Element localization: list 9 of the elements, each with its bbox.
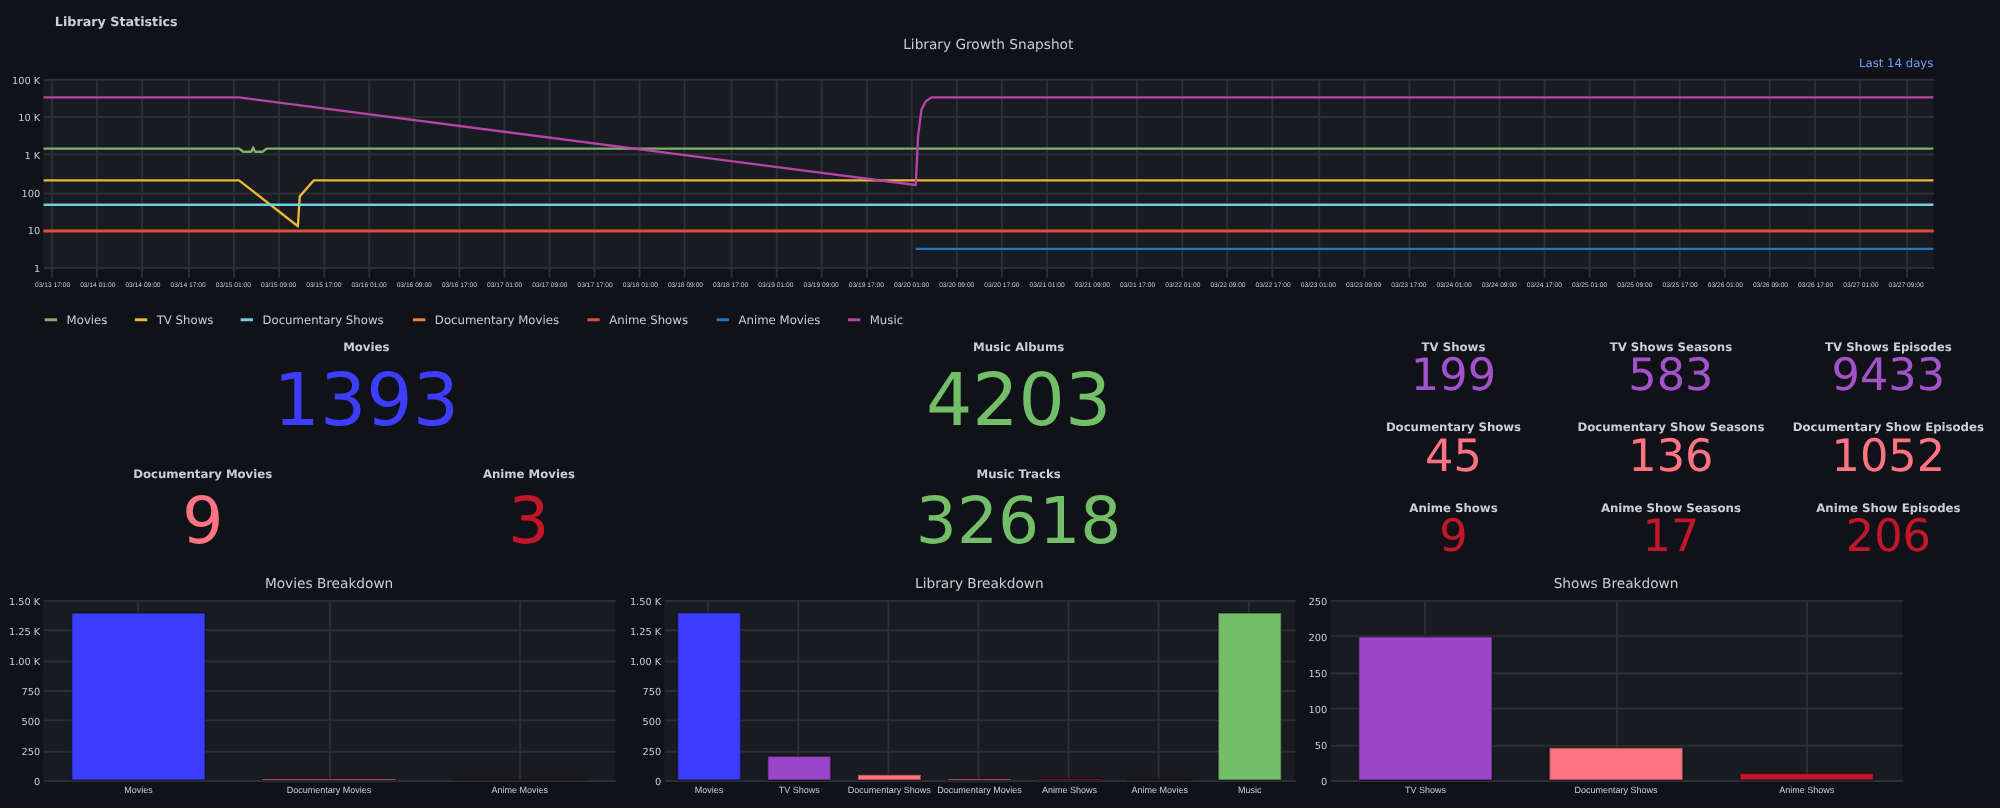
data-label: 1393 [273, 357, 460, 444]
data-label: 4203 [925, 357, 1112, 444]
data-label: 9 [182, 482, 224, 559]
data-label: 199 [1410, 350, 1497, 403]
data-label: 583 [1628, 350, 1714, 403]
data-label: 3 [508, 482, 550, 559]
data-label: 32618 [915, 482, 1122, 559]
data-label: 17 [1642, 510, 1700, 563]
data-label: 9 [1439, 510, 1468, 563]
